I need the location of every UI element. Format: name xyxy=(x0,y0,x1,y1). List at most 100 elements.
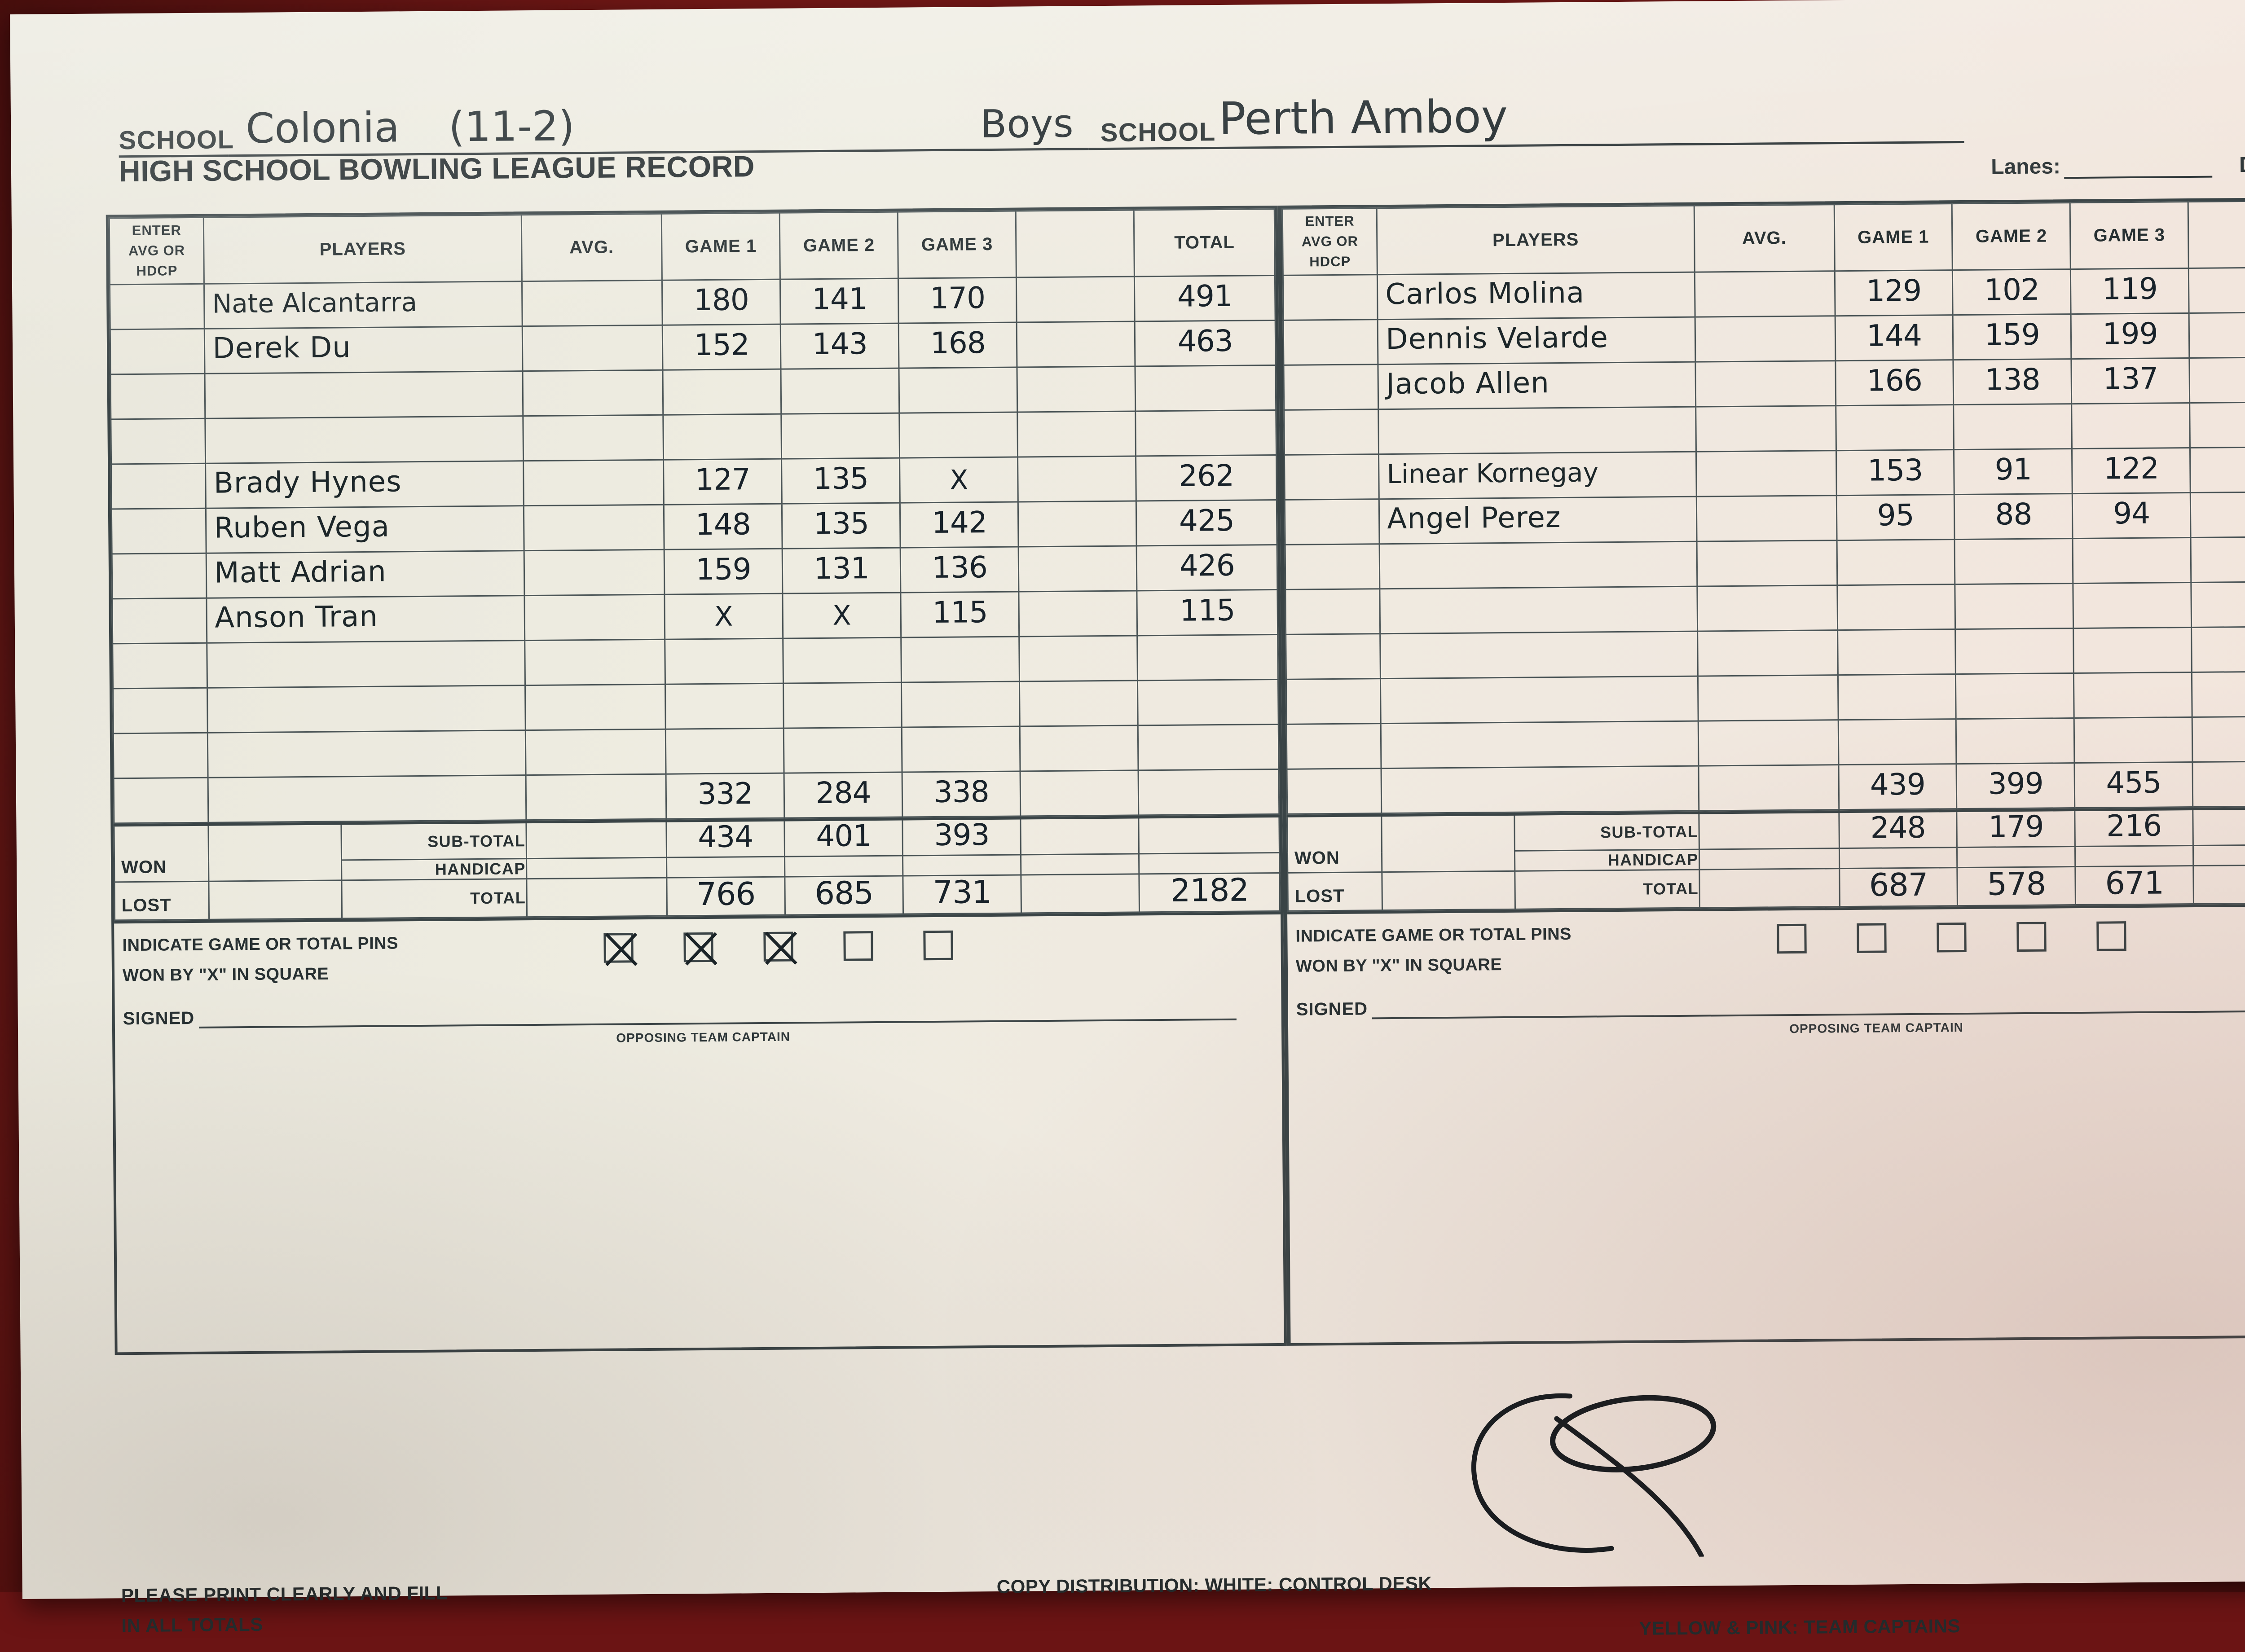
hdcp-cell[interactable] xyxy=(110,284,205,330)
avg-cell[interactable] xyxy=(523,460,664,506)
player-name-cell[interactable] xyxy=(208,775,526,823)
hdcp-cell[interactable] xyxy=(110,418,206,464)
player-name-cell[interactable]: Dennis Velarde xyxy=(1378,317,1695,365)
game-won-checkbox[interactable] xyxy=(763,931,793,962)
game1-cell[interactable] xyxy=(665,728,784,774)
hdcp-cell[interactable] xyxy=(1285,589,1380,635)
avg-cell[interactable] xyxy=(1697,630,1838,677)
game3-cell[interactable] xyxy=(899,367,1018,413)
total-cell[interactable] xyxy=(1138,769,1279,815)
blank-cell[interactable] xyxy=(1017,321,1136,368)
right-won-value[interactable] xyxy=(1382,814,1515,872)
avg-cell[interactable] xyxy=(525,684,666,730)
hdcp-cell[interactable] xyxy=(1283,274,1378,321)
total-cell[interactable]: 425 xyxy=(1136,500,1277,546)
blank-cell[interactable] xyxy=(1020,725,1139,772)
game3-cell[interactable]: 136 xyxy=(900,547,1019,593)
date-field[interactable]: Date: xyxy=(2239,151,2245,178)
left-signed-field[interactable]: SIGNED xyxy=(123,1000,1237,1029)
game-won-checkbox[interactable] xyxy=(2016,922,2047,952)
game3-cell[interactable]: 119 xyxy=(2070,268,2189,314)
hdcp-cell[interactable] xyxy=(1283,364,1378,410)
hdcp-cell[interactable] xyxy=(1284,409,1379,455)
game2-cell[interactable]: 88 xyxy=(1954,493,2073,540)
blank-cell[interactable] xyxy=(2191,536,2245,583)
game3-cell[interactable] xyxy=(2073,672,2192,718)
right-subtotal-blank[interactable] xyxy=(2192,808,2245,846)
game1-cell[interactable] xyxy=(1837,629,1956,675)
game3-cell[interactable] xyxy=(2073,582,2192,628)
right-subtotal-g1[interactable]: 248 xyxy=(1839,808,1957,846)
avg-cell[interactable] xyxy=(525,774,666,820)
hdcp-cell[interactable] xyxy=(112,598,207,644)
game2-cell[interactable] xyxy=(783,637,902,684)
player-name-cell[interactable]: Nate Alcantarra xyxy=(204,281,522,329)
total-cell[interactable] xyxy=(1136,410,1277,456)
lanes-input[interactable] xyxy=(2064,157,2213,179)
left-grand-total[interactable]: 2182 xyxy=(1139,870,1280,910)
hdcp-cell[interactable] xyxy=(1285,499,1380,545)
blank-cell[interactable] xyxy=(2190,492,2245,538)
total-cell[interactable] xyxy=(1137,679,1279,725)
hdcp-cell[interactable] xyxy=(1285,544,1380,590)
hdcp-cell[interactable] xyxy=(110,373,206,419)
left-total-g2[interactable]: 685 xyxy=(784,874,903,913)
game1-cell[interactable]: 180 xyxy=(662,279,781,325)
blank-cell[interactable] xyxy=(1017,456,1136,502)
left-total-g1[interactable]: 766 xyxy=(666,874,785,914)
game2-cell[interactable]: 91 xyxy=(1954,448,2073,495)
total-cell[interactable]: 463 xyxy=(1135,320,1276,366)
player-name-cell[interactable]: Jacob Allen xyxy=(1378,362,1696,409)
right-total-blank[interactable] xyxy=(2193,865,2245,904)
blank-cell[interactable] xyxy=(1018,501,1137,547)
blank-cell[interactable] xyxy=(1020,770,1139,817)
game1-cell[interactable]: 148 xyxy=(664,504,783,550)
game3-cell[interactable] xyxy=(2073,627,2192,673)
hdcp-cell[interactable] xyxy=(114,778,209,823)
avg-cell[interactable] xyxy=(524,639,665,685)
total-cell[interactable]: 491 xyxy=(1134,275,1276,321)
player-name-cell[interactable] xyxy=(205,371,523,419)
left-lost-value[interactable] xyxy=(209,880,343,920)
game3-cell[interactable]: 115 xyxy=(901,592,1020,638)
player-name-cell[interactable] xyxy=(1379,541,1697,589)
player-name-cell[interactable]: Anson Tran xyxy=(207,595,525,643)
hdcp-cell[interactable] xyxy=(1284,454,1379,500)
game-won-checkbox[interactable] xyxy=(923,930,953,961)
player-name-cell[interactable] xyxy=(1380,676,1698,724)
hdcp-cell[interactable] xyxy=(113,733,208,778)
hdcp-cell[interactable] xyxy=(1286,678,1381,725)
game1-cell[interactable]: 332 xyxy=(666,773,784,819)
game3-cell[interactable] xyxy=(2074,717,2193,763)
blank-cell[interactable] xyxy=(1019,590,1138,637)
game2-cell[interactable]: X xyxy=(783,593,901,639)
total-cell[interactable]: 115 xyxy=(1137,589,1278,636)
total-cell[interactable] xyxy=(1137,634,1278,681)
game3-cell[interactable] xyxy=(2073,537,2191,584)
right-signed-input[interactable] xyxy=(1372,1008,2245,1019)
game1-cell[interactable] xyxy=(1837,584,1956,630)
blank-cell[interactable] xyxy=(1017,366,1136,413)
game1-cell[interactable] xyxy=(665,683,784,729)
hdcp-cell[interactable] xyxy=(1283,319,1378,365)
game3-cell[interactable] xyxy=(901,681,1020,728)
hdcp-cell[interactable] xyxy=(112,643,208,689)
game1-cell[interactable]: 95 xyxy=(1836,494,1955,540)
game1-cell[interactable] xyxy=(1836,404,1954,451)
player-name-cell[interactable] xyxy=(1380,631,1698,679)
left-signed-input[interactable] xyxy=(199,1017,1237,1028)
game3-cell[interactable] xyxy=(899,412,1018,458)
blank-cell[interactable] xyxy=(2189,312,2245,358)
blank-cell[interactable] xyxy=(1018,545,1137,592)
game2-cell[interactable]: 284 xyxy=(784,772,903,818)
avg-cell[interactable] xyxy=(523,415,664,461)
avg-cell[interactable] xyxy=(1695,316,1836,362)
right-total-g3[interactable]: 671 xyxy=(2075,863,2194,903)
hdcp-cell[interactable] xyxy=(111,463,206,509)
player-name-cell[interactable] xyxy=(207,730,526,778)
game-won-checkbox[interactable] xyxy=(603,933,634,963)
player-name-cell[interactable]: Matt Adrian xyxy=(206,550,524,598)
game1-cell[interactable]: 129 xyxy=(1834,270,1953,316)
game3-cell[interactable] xyxy=(901,637,1020,683)
right-total-g1[interactable]: 687 xyxy=(1839,865,1958,905)
